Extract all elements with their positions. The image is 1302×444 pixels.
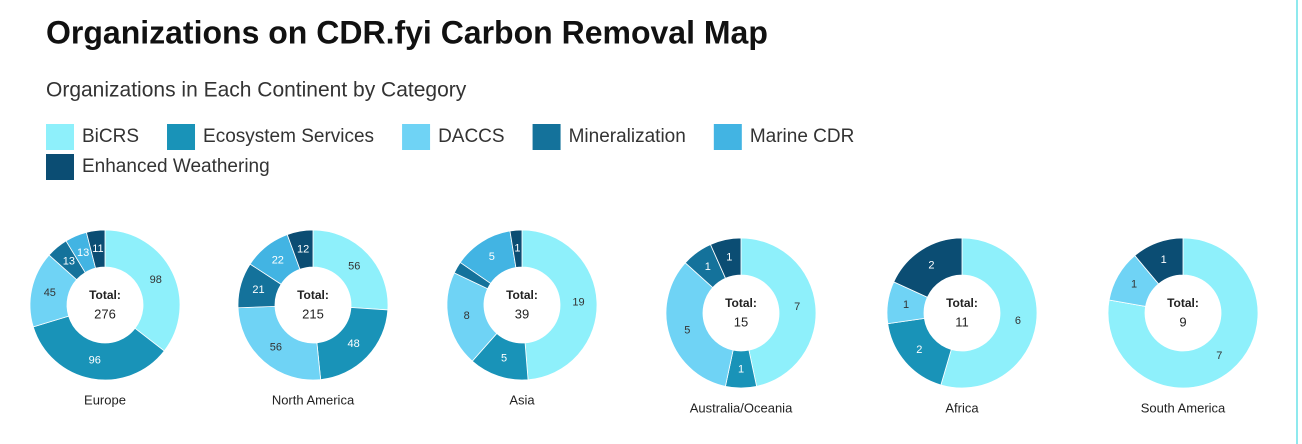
slice-label: 11: [92, 243, 103, 255]
total-label: Total:: [506, 288, 538, 302]
legend-label: BiCRS: [82, 126, 139, 147]
chart-title: Organizations on CDR.fyi Carbon Removal …: [46, 14, 768, 50]
slice-label: 5: [684, 324, 690, 336]
slice-label: 1: [726, 252, 732, 264]
slice-label: 2: [916, 344, 922, 356]
legend-label: Marine CDR: [750, 126, 855, 147]
legend: BiCRS Ecosystem Services DACCS Mineralizati…: [46, 124, 854, 180]
donut-slice: [32, 315, 165, 381]
donut-slice: [1107, 237, 1259, 389]
donut-slice: [940, 237, 1038, 389]
slice-label: 5: [501, 352, 507, 364]
slice-label: 7: [1216, 350, 1222, 362]
donut-slice: [709, 237, 742, 279]
total-label: Total:: [297, 288, 329, 302]
donut-slice: [237, 305, 322, 381]
group-name: Asia: [509, 392, 535, 407]
group-name: North America: [272, 392, 355, 407]
total-label: Total:: [1167, 296, 1199, 310]
slice-label: 45: [44, 287, 56, 299]
slice-label: 98: [150, 274, 162, 286]
legend-swatch: [46, 124, 74, 150]
total-value: 15: [734, 314, 748, 329]
donut-slice: [1134, 237, 1184, 285]
total-label: Total:: [89, 288, 121, 302]
slice-label: 21: [252, 284, 264, 296]
total-label: Total:: [725, 296, 757, 310]
donut-slice: [104, 229, 181, 352]
slice-label: 8: [464, 310, 470, 322]
slice-label: 1: [738, 363, 744, 375]
slice-label: 6: [1015, 315, 1021, 327]
group-name: South America: [1141, 400, 1226, 415]
slice-label: 48: [348, 338, 360, 350]
slice-label: 5: [489, 251, 495, 263]
slice-label: 1: [903, 299, 909, 311]
group-name: Africa: [945, 400, 979, 415]
total-value: 215: [302, 306, 324, 321]
total-value: 39: [515, 306, 529, 321]
slice-label: 13: [63, 255, 75, 267]
legend-swatch: [532, 124, 561, 150]
slice-label: 12: [297, 243, 309, 255]
legend-swatch: [713, 124, 742, 150]
group-name: Europe: [84, 392, 126, 407]
donut-slice: [286, 229, 314, 270]
legend-swatch: [46, 154, 74, 180]
slice-label: 1: [1131, 279, 1137, 291]
slice-label: 56: [348, 260, 360, 272]
total-value: 9: [1179, 314, 1186, 329]
slice-label: 1: [1161, 254, 1167, 266]
slice-label: 19: [572, 297, 584, 309]
slice-label: 7: [794, 301, 800, 313]
donut-slice: [521, 229, 598, 381]
group-name: Australia/Oceania: [690, 400, 793, 415]
legend-label: Mineralization: [569, 126, 686, 147]
donut-slice: [312, 229, 389, 311]
donut-slice: [893, 237, 963, 298]
donut-slice: [740, 237, 817, 387]
donut-slice: [665, 262, 734, 387]
legend-label: Ecosystem Services: [203, 126, 374, 147]
slice-label: 1: [705, 261, 711, 273]
donut-slice: [509, 229, 523, 268]
slice-label: 22: [272, 255, 284, 267]
legend-label: Enhanced Weathering: [82, 156, 270, 177]
chart-subtitle: Organizations in Each Continent by Categ…: [46, 79, 467, 102]
slice-label: 13: [77, 247, 89, 259]
total-label: Total:: [946, 296, 978, 310]
donut-slice: [85, 229, 106, 269]
legend-label: DACCS: [438, 126, 505, 147]
legend-swatch: [167, 124, 196, 150]
total-value: 11: [955, 314, 969, 329]
legend-swatch: [402, 124, 431, 150]
slice-label: 1: [514, 243, 520, 255]
total-value: 276: [94, 306, 116, 321]
slice-label: 2: [928, 259, 934, 271]
slice-label: 56: [270, 342, 282, 354]
slice-label: 96: [89, 354, 101, 366]
